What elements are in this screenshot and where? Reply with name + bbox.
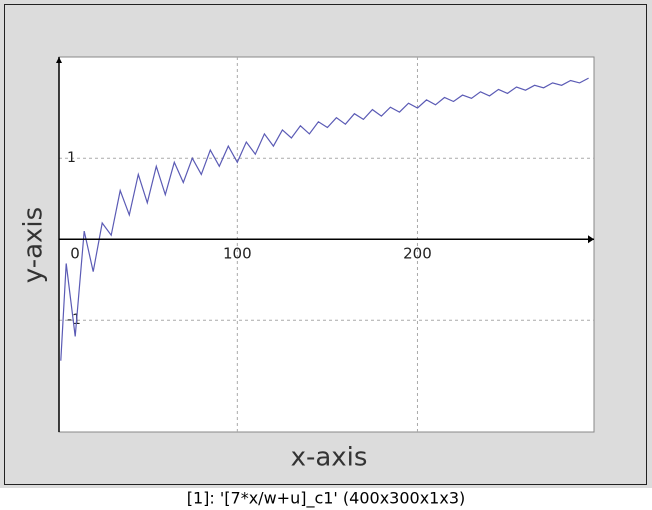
x-axis-arrow [588, 235, 594, 244]
x-axis-label: x-axis [291, 443, 368, 473]
y-axis-arrow [56, 57, 62, 63]
window-caption: [1]: '[7*x/w+u]_c1' (400x300x1x3) [187, 489, 465, 509]
plot-area [58, 56, 595, 433]
data-line [60, 77, 589, 361]
x-tick-label: 200 [403, 245, 432, 263]
y-tick-label: 1 [67, 150, 76, 166]
x-tick-label: 0 [70, 245, 80, 263]
y-axis-label: y-axis [19, 207, 49, 283]
x-tick-label: 100 [223, 245, 252, 263]
